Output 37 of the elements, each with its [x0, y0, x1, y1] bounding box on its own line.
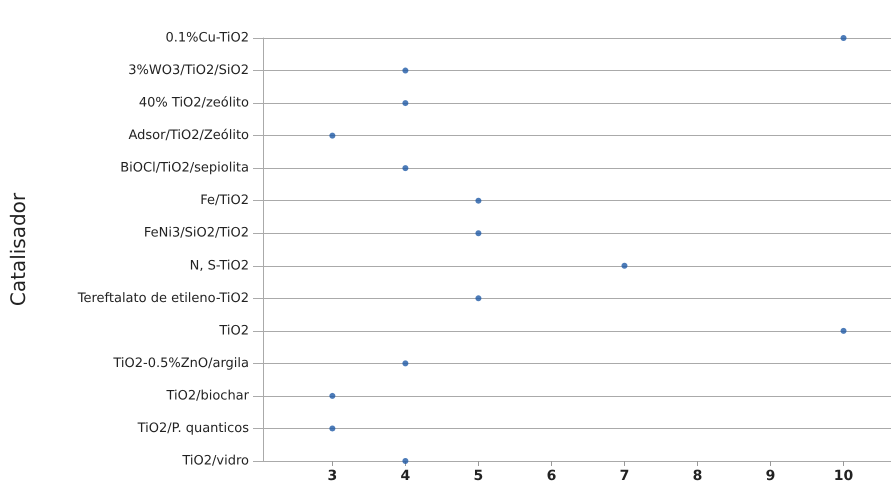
point: [621, 262, 628, 269]
x-tick-label: 4: [400, 468, 411, 484]
point: [402, 68, 408, 74]
y-tick-label: Fe/TiO2: [200, 193, 249, 208]
y-tick-label: TiO2: [218, 323, 249, 338]
x-tick-label: 10: [834, 468, 854, 484]
point: [840, 328, 847, 334]
point: [329, 425, 336, 432]
point: [329, 132, 336, 139]
y-tick-label: Tereftalato de etileno-TiO2: [76, 290, 249, 306]
point: [402, 360, 408, 366]
point: [475, 295, 482, 302]
y-tick-label: Adsor/TiO2/Zeólito: [128, 128, 250, 144]
y-tick-label: TiO2-0.5%ZnO/argila: [112, 356, 249, 371]
y-axis-title: Catalisador: [6, 192, 30, 306]
point: [475, 230, 482, 236]
point: [329, 392, 336, 399]
x-tick-label: 9: [766, 468, 776, 484]
x-tick-label: 5: [474, 468, 484, 484]
y-tick-label: BiOCl/TiO2/sepiolita: [120, 160, 249, 176]
x-tick-label: 8: [692, 468, 702, 484]
y-tick-label: TiO2/vidro: [181, 454, 250, 468]
y-tick-label: 40% TiO2/zeólito: [138, 96, 250, 111]
x-tick-label: 3: [327, 468, 338, 484]
point: [402, 165, 408, 172]
point: [475, 198, 482, 204]
y-tick-label: TiO2/P. quanticos: [136, 420, 250, 436]
y-tick-label: TiO2/biochar: [165, 388, 250, 404]
x-tick-label: 7: [620, 468, 630, 484]
point: [840, 35, 847, 41]
y-tick-label: N, S-TiO2: [190, 258, 249, 274]
y-tick-label: 3%WO3/TiO2/SiO2: [128, 63, 249, 78]
y-tick-label: FeNi3/SiO2/TiO2: [144, 226, 249, 241]
y-tick-label: 0.1%Cu-TiO2: [166, 30, 249, 46]
x-tick-label: 6: [546, 468, 556, 484]
point: [402, 100, 408, 106]
point: [402, 458, 408, 464]
